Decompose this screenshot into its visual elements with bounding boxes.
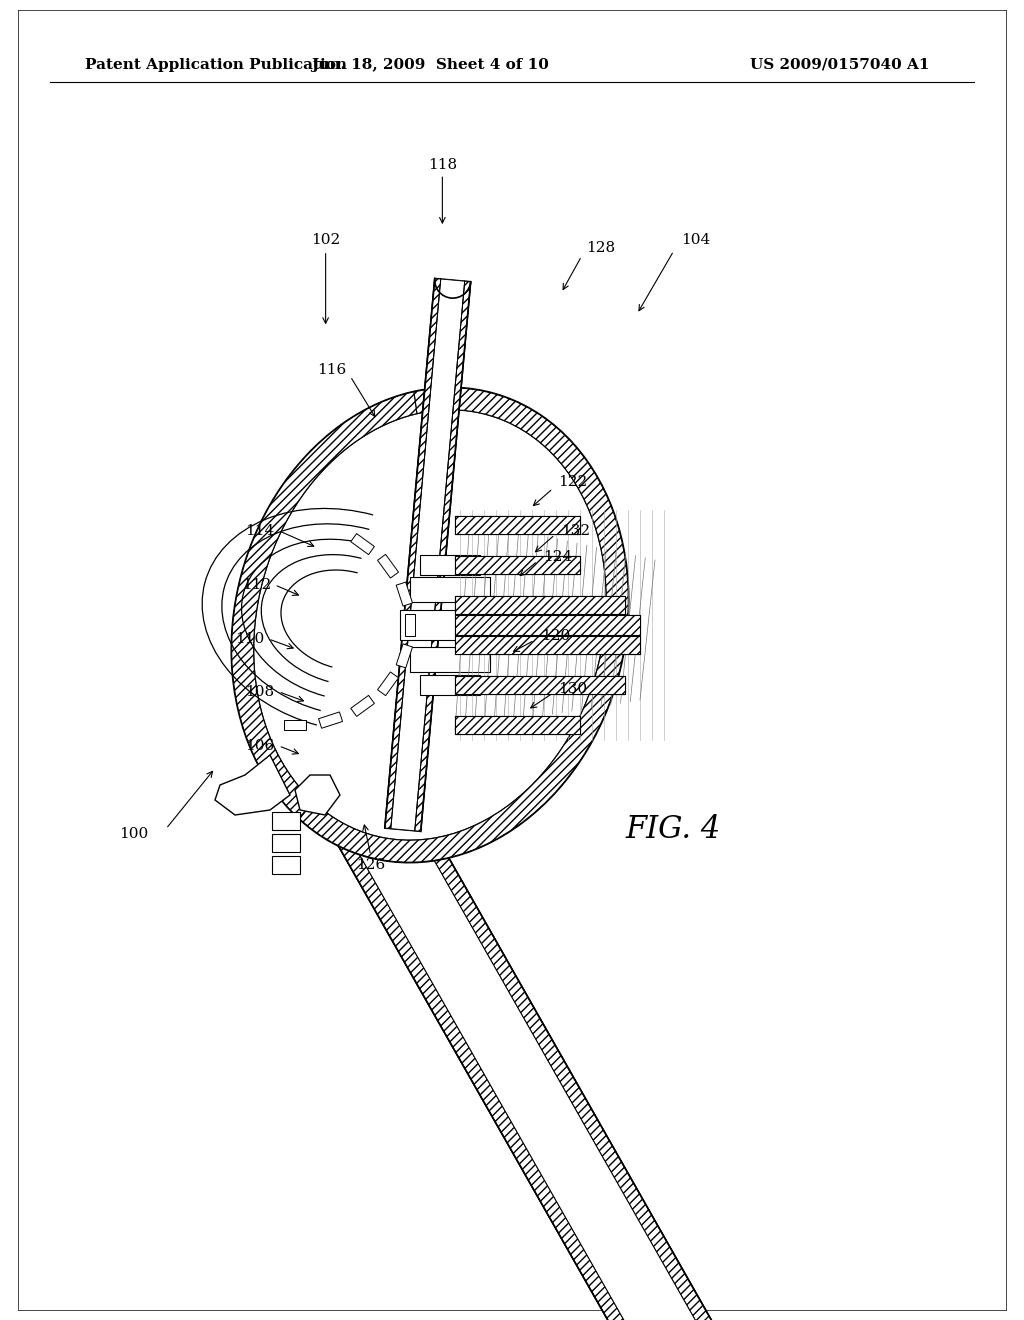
Polygon shape [385,279,471,832]
Text: FIG. 4: FIG. 4 [625,814,720,846]
Polygon shape [254,409,606,841]
Polygon shape [455,597,625,614]
Bar [455,597,625,614]
Polygon shape [295,775,340,814]
Polygon shape [455,715,580,734]
Bar [396,582,413,606]
Bar [318,711,343,729]
Text: 112: 112 [242,578,271,591]
Text: 110: 110 [234,632,264,645]
Polygon shape [385,279,440,829]
Bar [400,610,500,640]
Polygon shape [455,556,580,574]
Bar [272,834,300,851]
Polygon shape [455,676,625,694]
Bar [351,696,375,717]
Text: Patent Application Publication: Patent Application Publication [85,58,347,73]
Bar [455,676,625,694]
Bar [272,855,300,874]
Text: 118: 118 [428,158,457,172]
Text: 104: 104 [681,234,711,247]
Text: 114: 114 [245,524,274,537]
Bar [378,554,398,578]
Polygon shape [231,392,417,818]
Text: 108: 108 [246,685,274,698]
Bar [455,556,580,574]
Polygon shape [455,516,580,535]
Bar [410,647,490,672]
Polygon shape [455,636,640,653]
Polygon shape [303,725,780,1320]
Polygon shape [455,615,640,635]
Text: Jun. 18, 2009  Sheet 4 of 10: Jun. 18, 2009 Sheet 4 of 10 [311,58,549,73]
Bar [410,577,490,602]
Polygon shape [391,279,465,830]
Bar [406,614,415,636]
Bar [396,644,413,668]
Polygon shape [215,755,290,814]
Text: 100: 100 [119,828,148,841]
Text: 126: 126 [356,858,385,871]
Text: US 2009/0157040 A1: US 2009/0157040 A1 [750,58,930,73]
Bar [284,719,306,730]
Polygon shape [415,281,471,832]
Text: 120: 120 [541,630,570,643]
Polygon shape [299,388,629,862]
Text: 124: 124 [543,550,572,564]
Polygon shape [291,718,792,1320]
Text: 102: 102 [311,234,340,247]
Bar [351,533,375,554]
Bar [378,672,398,696]
Polygon shape [291,755,726,1320]
Text: 106: 106 [245,739,274,752]
Bar [455,636,640,653]
Bar [455,715,580,734]
Polygon shape [231,388,629,862]
Bar [455,516,580,535]
Bar [272,812,300,830]
Text: 130: 130 [558,682,587,696]
Text: 122: 122 [558,475,588,488]
Bar [420,554,480,576]
Bar [420,675,480,696]
Text: 128: 128 [586,242,614,255]
Text: 116: 116 [316,363,346,376]
Polygon shape [357,718,792,1320]
Text: 132: 132 [561,524,590,537]
Bar [455,615,640,635]
